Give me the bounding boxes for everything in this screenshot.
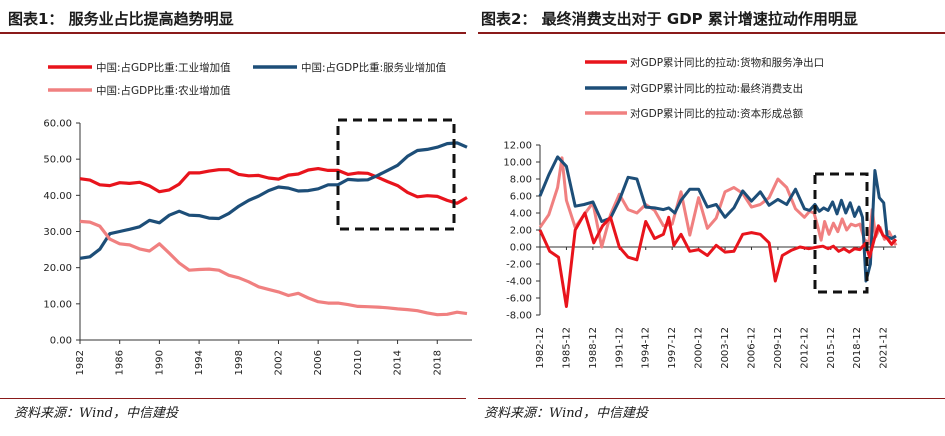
panel2-source-rule bbox=[478, 398, 945, 399]
panel1-title-rule bbox=[0, 32, 466, 34]
panel1-source: 资料来源：Wind，中信建投 bbox=[14, 406, 178, 421]
chart2-legend-label-2: 对GDP累计同比的拉动:资本形成总额 bbox=[630, 107, 804, 120]
chart2-series-line-2 bbox=[538, 156, 898, 249]
chart1-legend-label-0: 中国:占GDP比重:工业增加值 bbox=[96, 61, 231, 74]
chart1-legend-label-2: 中国:占GDP比重:农业增加值 bbox=[96, 84, 231, 97]
chart2-series-line-1 bbox=[538, 155, 897, 283]
panel1-source-rule bbox=[0, 398, 466, 399]
chart2-x-tick-label: 2003-12 bbox=[720, 327, 731, 369]
chart1-x-tick-label: 1998 bbox=[234, 350, 245, 375]
chart1-x-tick-label: 2006 bbox=[313, 350, 324, 375]
chart1-x-tick-label: 2002 bbox=[273, 350, 284, 375]
chart1-y-tick-label: 0.00 bbox=[50, 336, 72, 347]
chart2-y-tick-label: -4.00 bbox=[506, 277, 532, 288]
chart2-y-tick-label: 2.00 bbox=[510, 226, 532, 237]
chart1-legend-label-1: 中国:占GDP比重:服务业增加值 bbox=[301, 61, 447, 74]
chart1-y-tick-label: 10.00 bbox=[43, 299, 72, 310]
panel2-title-rule bbox=[478, 32, 945, 34]
chart2-series-line-0 bbox=[538, 211, 898, 308]
chart1-highlight-box bbox=[336, 118, 456, 231]
chart2-x-tick-label: 1982-12 bbox=[535, 327, 546, 369]
chart2-x-tick-label: 2015-12 bbox=[826, 327, 837, 369]
chart1-y-tick-label: 60.00 bbox=[43, 119, 72, 130]
chart1-series-line-2 bbox=[79, 219, 468, 317]
chart1-series-line-1 bbox=[79, 141, 468, 260]
chart2-y-tick-label: 10.00 bbox=[503, 158, 532, 169]
chart1-x-tick-label: 2010 bbox=[353, 350, 364, 375]
chart2-x-tick-label: 1997-12 bbox=[667, 327, 678, 369]
chart1-y-tick-label: 20.00 bbox=[43, 263, 72, 274]
chart2-x-tick-label: 1994-12 bbox=[641, 327, 652, 369]
chart2-x-tick-label: 2021-12 bbox=[879, 327, 890, 369]
chart2-x-tick-label: 1991-12 bbox=[614, 327, 625, 369]
chart1-series-line-0 bbox=[79, 167, 468, 205]
chart2-y-tick-label: 6.00 bbox=[510, 192, 532, 203]
chart2-y-tick-label: 4.00 bbox=[510, 209, 532, 220]
panel1-title: 图表1： 服务业占比提高趋势明显 bbox=[8, 10, 234, 28]
chart2-y-tick-label: 8.00 bbox=[510, 175, 532, 186]
chart1-y-tick-label: 30.00 bbox=[43, 227, 72, 238]
chart1-y-tick-label: 40.00 bbox=[43, 191, 72, 202]
chart2-y-tick-label: 0.00 bbox=[510, 243, 532, 254]
chart2-highlight-box bbox=[813, 172, 869, 294]
chart2-y-tick-label: 12.00 bbox=[503, 141, 532, 152]
chart2-y-tick-label: -2.00 bbox=[506, 260, 532, 271]
chart2-x-tick-label: 2006-12 bbox=[746, 327, 757, 369]
chart1-x-tick-label: 2018 bbox=[432, 350, 443, 375]
chart2-x-tick-label: 2000-12 bbox=[694, 327, 705, 369]
chart1-x-tick-label: 1986 bbox=[115, 350, 126, 375]
chart2-y-tick-label: -6.00 bbox=[506, 294, 532, 305]
panel2-title: 图表2： 最终消费支出对于 GDP 累计增速拉动作用明显 bbox=[481, 10, 858, 28]
chart2-x-tick-label: 1988-12 bbox=[588, 327, 599, 369]
chart2-x-tick-label: 2018-12 bbox=[852, 327, 863, 369]
chart2-x-tick-label: 2012-12 bbox=[799, 327, 810, 369]
chart1-x-tick-label: 1990 bbox=[154, 350, 165, 375]
chart2-legend-label-1: 对GDP累计同比的拉动:最终消费支出 bbox=[630, 82, 803, 95]
chart2-x-tick-label: 2009-12 bbox=[773, 327, 784, 369]
chart1-y-tick-label: 50.00 bbox=[43, 155, 72, 166]
chart2-y-tick-label: -8.00 bbox=[506, 311, 532, 322]
chart2-legend-label-0: 对GDP累计同比的拉动:货物和服务净出口 bbox=[630, 56, 824, 69]
chart1-x-tick-label: 2014 bbox=[393, 350, 404, 375]
panel2-source: 资料来源：Wind，中信建投 bbox=[484, 406, 648, 421]
chart1-x-tick-label: 1994 bbox=[194, 350, 205, 375]
chart2-x-tick-label: 1985-12 bbox=[561, 327, 572, 369]
chart1-x-tick-label: 1982 bbox=[75, 350, 86, 375]
